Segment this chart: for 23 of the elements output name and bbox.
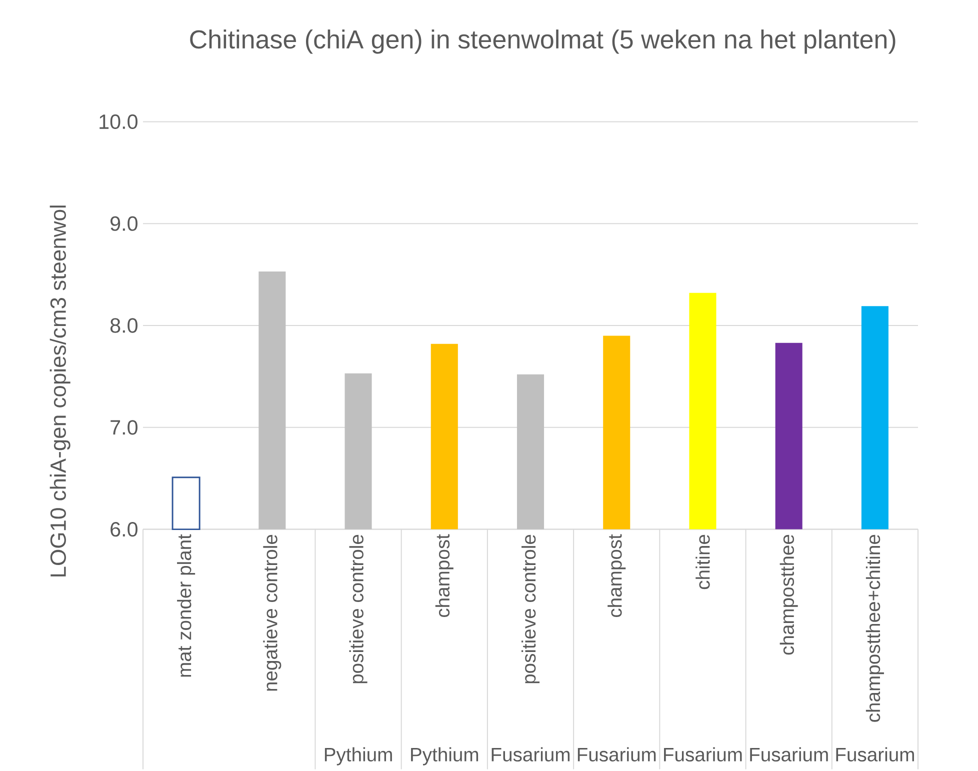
x-tick-label: champostthee	[780, 534, 798, 655]
text: Fusarium	[664, 747, 742, 762]
chart-title: Chitinase (chiA gen) in steenwolmat (5 weken na het planten)	[190, 30, 896, 54]
y-tick-label: 6.0	[110, 522, 138, 537]
text: Pythium	[411, 747, 478, 766]
text: Pythium	[324, 747, 392, 766]
x-tick-label: champostthee+chitine	[866, 534, 884, 722]
y-tick-label: 10.0	[100, 114, 138, 130]
text: Fusarium	[750, 747, 828, 762]
y-tick-label: 7.0	[110, 420, 138, 435]
x-tick-label: positieve controle	[521, 534, 540, 684]
x-tick-label: champost	[608, 534, 626, 618]
x-tick-label: champost	[435, 534, 454, 618]
x-tick-label: mat zonder plant	[177, 534, 196, 677]
y-tick-label: 8.0	[110, 318, 138, 333]
y-axis-title: LOG10 chiA-gen copies/cm3 steenwol	[50, 206, 70, 576]
x-tick-label: positieve controle	[349, 534, 368, 684]
text: Fusarium	[492, 747, 570, 762]
text: Fusarium	[836, 747, 914, 762]
x-tick-label: chitine	[696, 534, 710, 590]
text: Fusarium	[578, 747, 656, 762]
x-tick-label: negatieve controle	[263, 534, 282, 691]
y-tick-label: 9.0	[110, 216, 138, 231]
